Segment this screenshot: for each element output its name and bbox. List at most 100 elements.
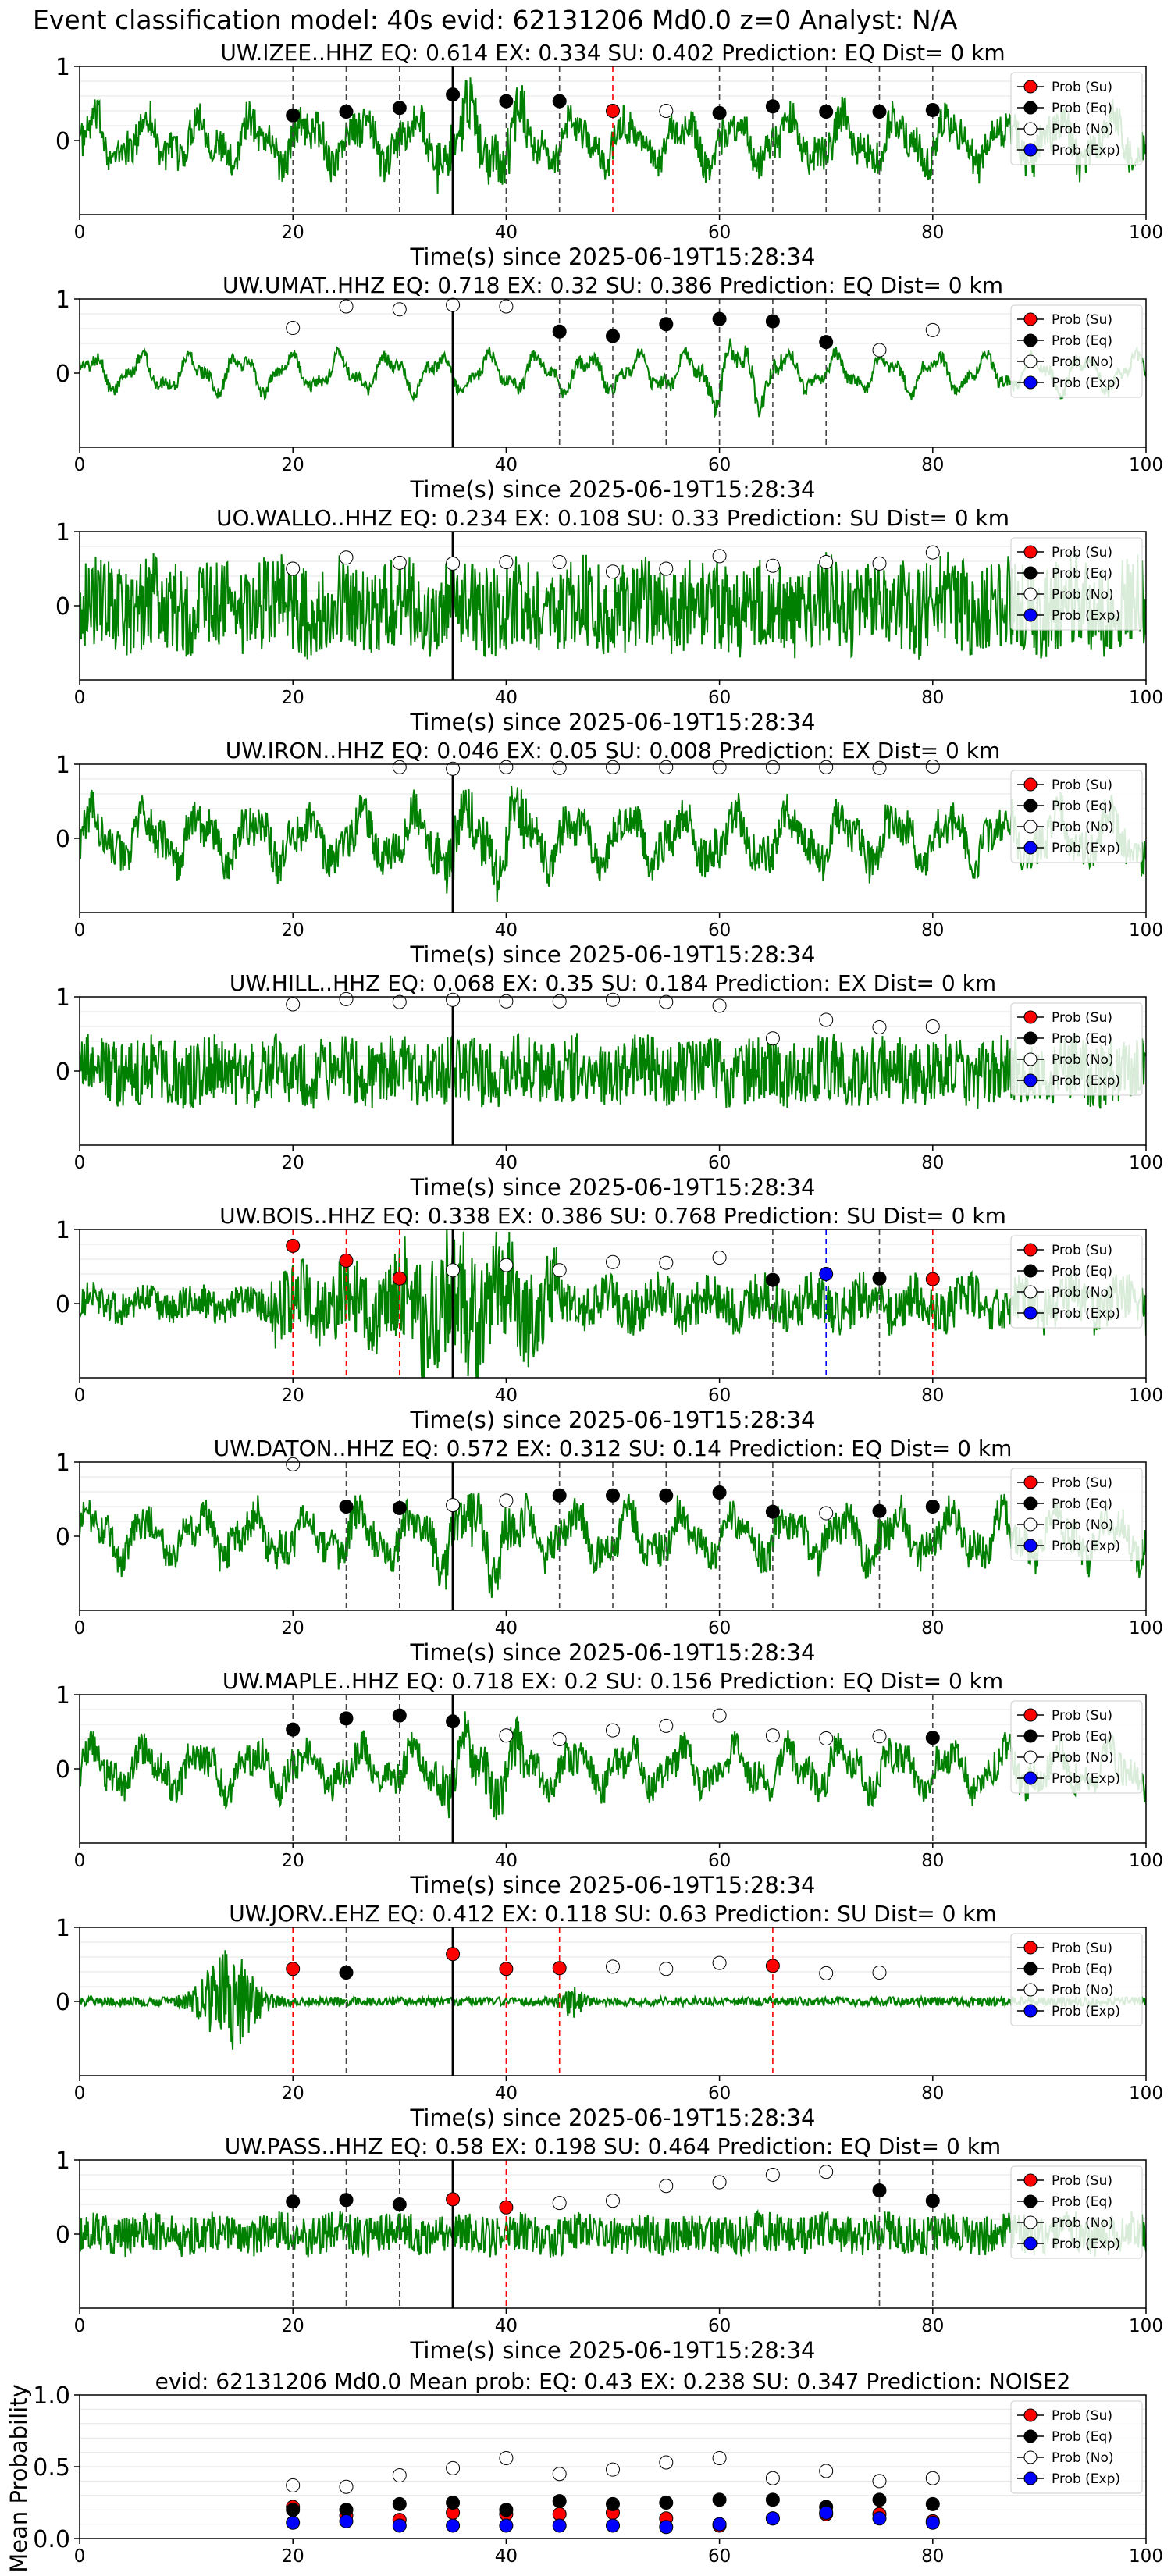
legend-label: Prob (Eq) [1052, 1962, 1112, 1977]
probability-point-no [552, 2196, 567, 2211]
x-tick-label: 60 [708, 688, 731, 708]
probability-point-no [872, 556, 887, 571]
y-tick-label: 0 [55, 593, 70, 621]
waveform-trace [80, 1950, 1146, 2050]
x-tick-label: 60 [708, 455, 731, 475]
legend-marker-exp [1023, 2236, 1038, 2250]
probability-point-no [499, 994, 514, 1009]
panel-title: evid: 62131206 Md0.0 Mean prob: EQ: 0.43… [155, 2368, 1071, 2394]
mean-point-exp [925, 2515, 940, 2530]
probability-point-su [286, 1962, 301, 1976]
probability-point-no [925, 759, 940, 774]
station-panel: UW.MAPLE..HHZ EQ: 0.718 EX: 0.2 SU: 0.15… [55, 1668, 1163, 1898]
probability-point-no [392, 994, 407, 1009]
x-tick-label: 20 [282, 920, 304, 941]
probability-point-no [659, 2179, 674, 2194]
station-panel: UW.BOIS..HHZ EQ: 0.338 EX: 0.386 SU: 0.7… [55, 1203, 1163, 1433]
probability-point-eq [819, 335, 834, 350]
probability-point-eq [659, 317, 674, 332]
x-axis-label: Time(s) since 2025-06-19T15:28:34 [410, 2105, 816, 2131]
x-tick-label: 40 [495, 455, 518, 475]
x-tick-label: 20 [282, 2083, 304, 2104]
waveform-trace [80, 1711, 1146, 1820]
x-tick-label: 0 [74, 1386, 86, 1406]
y-tick-label: 1 [55, 752, 70, 779]
legend-label: Prob (Eq) [1052, 566, 1112, 582]
probability-point-no [286, 321, 301, 336]
x-tick-label: 40 [495, 1153, 518, 1173]
legend-marker-su [1023, 312, 1038, 326]
x-tick-label: 60 [708, 1851, 731, 1871]
y-tick-label: 0 [55, 1989, 70, 2016]
probability-point-no [659, 994, 674, 1009]
probability-point-no [925, 545, 940, 560]
probability-point-no [446, 556, 461, 571]
probability-point-no [819, 554, 834, 569]
probability-point-eq [712, 311, 727, 326]
probability-point-no [552, 554, 567, 569]
mean-point-eq [765, 2492, 780, 2507]
station-panel: UW.UMAT..HHZ EQ: 0.718 EX: 0.32 SU: 0.38… [55, 272, 1163, 503]
plot-area [80, 1695, 1146, 1843]
mean-point-no [499, 2450, 514, 2465]
panel-title: UW.IRON..HHZ EQ: 0.046 EX: 0.05 SU: 0.00… [226, 738, 1000, 763]
probability-point-no [499, 554, 514, 569]
mean-point-no [712, 2450, 727, 2465]
mean-point-eq [552, 2494, 567, 2509]
probability-point-no [499, 1728, 514, 1743]
legend-label: Prob (No) [1052, 354, 1114, 370]
x-tick-label: 100 [1129, 455, 1163, 475]
probability-point-no [339, 299, 354, 314]
probability-point-no [552, 1732, 567, 1746]
probability-point-eq [552, 324, 567, 339]
station-panel: UO.WALLO..HHZ EQ: 0.234 EX: 0.108 SU: 0.… [55, 505, 1163, 735]
legend-label: Prob (Exp) [1052, 2471, 1120, 2487]
mean-point-exp [499, 2518, 514, 2533]
probability-point-no [712, 1955, 727, 1970]
probability-point-no [659, 104, 674, 118]
x-tick-label: 100 [1129, 1618, 1163, 1638]
probability-point-no [286, 561, 301, 576]
legend-label: Prob (Exp) [1052, 1073, 1120, 1089]
probability-point-eq [712, 105, 727, 120]
legend-box [1010, 1002, 1143, 1096]
probability-point-no [712, 2175, 727, 2190]
x-tick-label: 20 [282, 1618, 304, 1638]
legend-marker-su [1023, 2173, 1038, 2187]
legend-box [1010, 1468, 1143, 1561]
y-axis-label: Mean Probability [5, 2384, 32, 2573]
mean-point-exp [286, 2515, 301, 2530]
waveform-trace [80, 786, 1146, 902]
legend-label: Prob (Exp) [1052, 375, 1120, 391]
x-axis-label: Time(s) since 2025-06-19T15:28:34 [410, 476, 816, 503]
probability-point-no [499, 1493, 514, 1508]
probability-point-eq [552, 94, 567, 109]
x-tick-label: 100 [1129, 1851, 1163, 1871]
probability-point-eq [765, 314, 780, 329]
x-tick-label: 100 [1129, 1153, 1163, 1173]
legend-box [1010, 304, 1143, 398]
probability-point-no [765, 1031, 780, 1046]
legend-label: Prob (Exp) [1052, 1539, 1120, 1554]
probability-point-no [872, 1729, 887, 1744]
legend-marker-exp [1023, 608, 1038, 622]
probability-point-no [712, 1251, 727, 1265]
x-tick-label: 60 [708, 222, 731, 243]
probability-point-su [286, 1238, 301, 1253]
legend-marker-no [1023, 1052, 1038, 1066]
x-tick-label: 80 [921, 1851, 944, 1871]
legend-marker-no [1023, 1517, 1038, 1532]
probability-point-eq [339, 1500, 354, 1514]
mean-probability-panel: evid: 62131206 Md0.0 Mean prob: EQ: 0.43… [5, 2368, 1163, 2573]
waveform-trace [80, 2208, 1146, 2258]
x-tick-label: 40 [495, 1851, 518, 1871]
legend-label: Prob (Eq) [1052, 1031, 1112, 1047]
plot-area [80, 2160, 1146, 2308]
legend-marker-eq [1023, 1031, 1038, 1045]
legend-box [1010, 770, 1143, 863]
probability-point-no [765, 2168, 780, 2182]
legend-box [1010, 537, 1143, 631]
mean-point-exp [392, 2518, 407, 2533]
legend-label: Prob (Exp) [1052, 143, 1120, 158]
